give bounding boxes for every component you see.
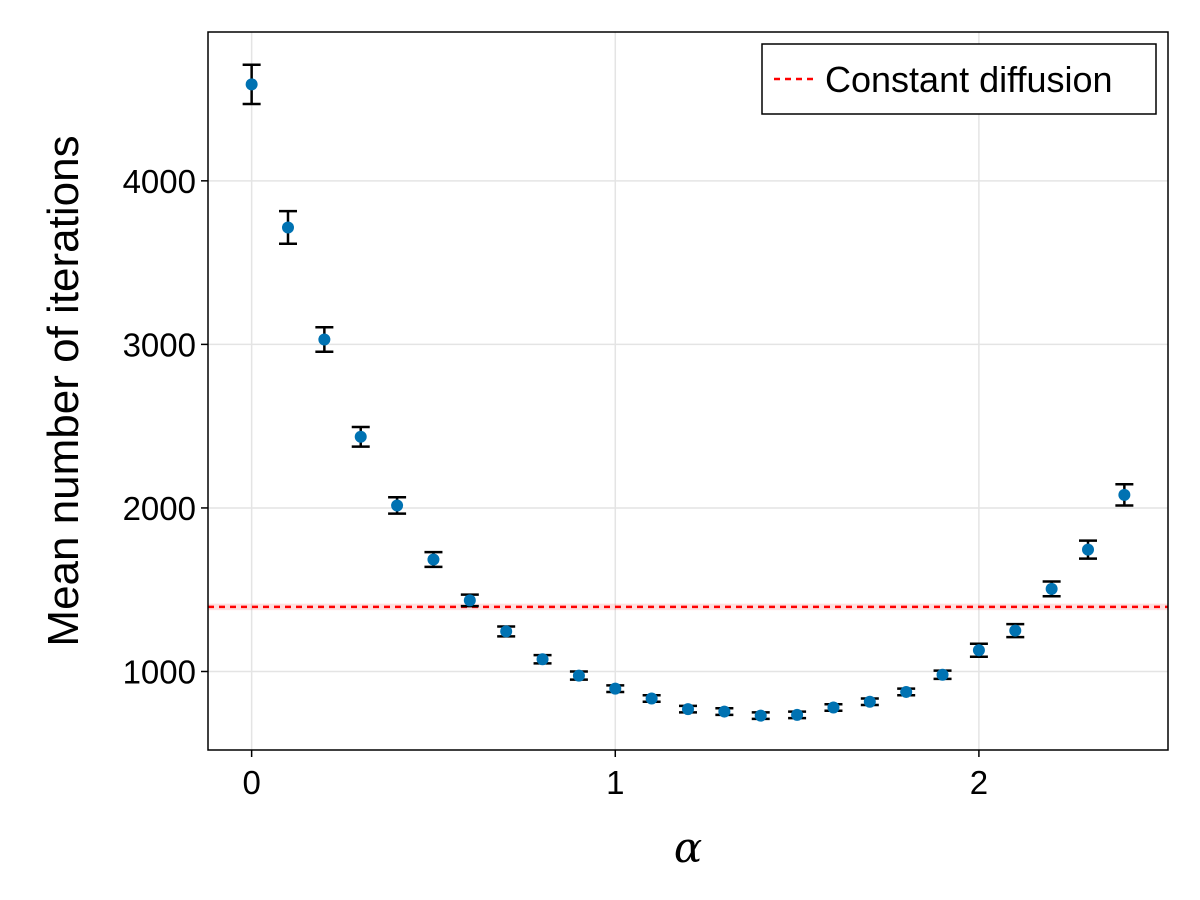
y-tick-label: 3000 — [123, 326, 196, 363]
data-point — [354, 430, 367, 443]
data-point — [463, 594, 476, 607]
data-point — [609, 682, 622, 695]
reference-band-fill — [208, 603, 1168, 611]
legend-box — [761, 43, 1157, 115]
x-tick-label: 0 — [242, 764, 260, 801]
data-point — [1118, 488, 1131, 501]
data-point — [718, 705, 731, 718]
x-tick-label: 2 — [970, 764, 988, 801]
data-point — [645, 692, 658, 705]
y-tick-label: 4000 — [123, 163, 196, 200]
x-ticks: 0 1 2 — [242, 750, 988, 801]
data-point — [318, 333, 331, 346]
data-point — [936, 668, 949, 681]
data-point — [536, 653, 549, 666]
data-point — [1045, 582, 1058, 595]
data-point — [391, 499, 404, 512]
data-point — [282, 221, 294, 234]
data-point — [1082, 543, 1094, 556]
data-point — [900, 685, 913, 698]
data-point — [754, 709, 767, 722]
legend: Constant diffusion — [761, 43, 1157, 115]
data-point — [245, 78, 258, 91]
data-points — [245, 78, 1131, 722]
x-axis-label: α — [674, 823, 702, 872]
legend-label-constant-diffusion: Constant diffusion — [825, 59, 1113, 100]
data-point — [827, 701, 840, 714]
y-tick-label: 1000 — [123, 653, 196, 690]
data-point — [863, 695, 876, 708]
reference-band — [208, 603, 1168, 611]
data-point — [682, 703, 694, 716]
data-point — [791, 708, 804, 721]
y-ticks: 1000 2000 3000 4000 — [123, 163, 208, 690]
y-tick-label: 2000 — [123, 490, 196, 527]
data-point — [427, 553, 440, 566]
data-point — [1009, 624, 1022, 637]
plot-frame — [207, 31, 1169, 751]
y-axis-label: Mean number of iterations — [39, 135, 88, 646]
data-point — [500, 625, 513, 638]
grid-lines — [208, 32, 1168, 750]
data-point — [972, 644, 985, 657]
x-tick-label: 1 — [606, 764, 624, 801]
error-bars — [242, 63, 1134, 721]
data-point — [572, 669, 585, 682]
